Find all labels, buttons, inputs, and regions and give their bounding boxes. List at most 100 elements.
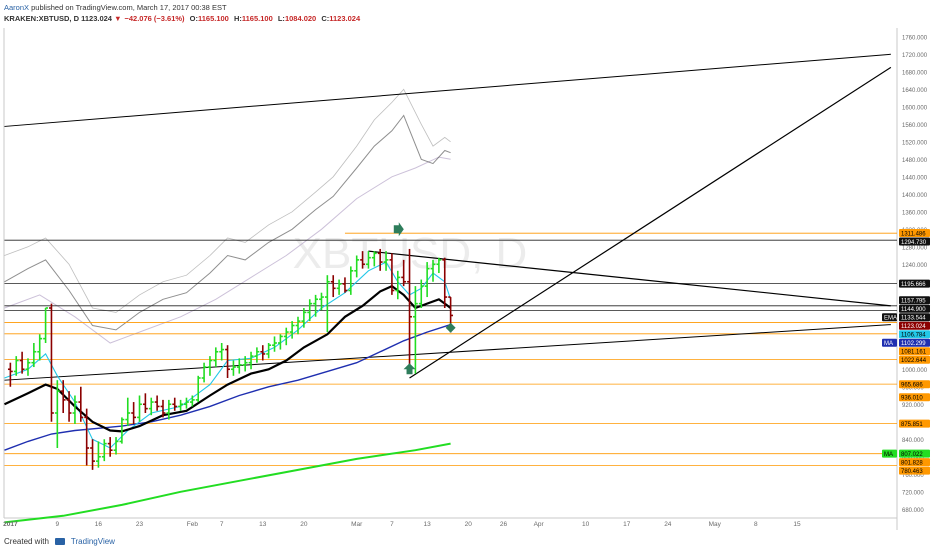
ohlc-bar	[319, 292, 324, 311]
ohlc-bar	[72, 395, 78, 424]
price-tick-label: 1720.000	[902, 53, 928, 59]
price-label-box	[899, 228, 930, 237]
time-tick-label: 13	[424, 521, 432, 528]
author-link[interactable]: AaronX	[4, 3, 30, 12]
time-tick-label: 26	[500, 521, 508, 528]
price-label-box	[899, 419, 930, 428]
ohlc-bar	[96, 441, 101, 468]
price-label-text: 1022.644	[901, 358, 927, 364]
time-tick-label: 24	[664, 521, 672, 528]
price-label-box	[899, 279, 930, 288]
low-label: L:	[277, 14, 285, 23]
ohlc-bar	[43, 307, 48, 343]
time-tick-label: May	[709, 521, 722, 528]
ohlc-bar	[242, 356, 248, 372]
ohlc-bar	[13, 356, 19, 376]
tradingview-logo-icon	[54, 538, 65, 545]
price-label-text: 1144.900	[901, 307, 926, 313]
ohlc-bar	[19, 351, 25, 374]
ohlc-bar	[413, 286, 418, 374]
time-tick-label: Mar	[351, 521, 363, 528]
tradingview-brand-link[interactable]: TradingView	[70, 537, 115, 546]
price-tick-label: 1280.000	[902, 245, 928, 251]
time-tick-label: 17	[623, 521, 631, 528]
ohlc-bar	[178, 399, 183, 411]
ohlc-bar	[277, 334, 283, 350]
ohlc-bar	[424, 262, 430, 298]
ohlc-bar	[254, 347, 260, 363]
indicator-label-text: MA	[884, 452, 893, 458]
ohlc-bar	[31, 343, 37, 368]
published-text: published on TradingView.com, March 17, …	[31, 3, 227, 12]
ohlc-bar	[295, 316, 301, 335]
time-tick-label: 20	[300, 521, 308, 528]
ohlc-bar	[360, 251, 365, 269]
time-tick-label: 9	[56, 521, 60, 528]
ohlc-bar	[66, 391, 72, 422]
ghost-upper-line	[4, 88, 451, 313]
price-label-box	[899, 313, 930, 322]
price-label-box	[899, 321, 930, 330]
arrow-right-marker	[393, 222, 404, 237]
ohlc-bar	[248, 351, 254, 370]
price-label-text: 1106.784	[901, 333, 926, 339]
ohlc-bar	[201, 362, 207, 383]
time-tick-label: 8	[754, 521, 758, 528]
created-with-text: Created with	[4, 537, 49, 546]
symbol-info: KRAKEN:XBTUSD, D 1123.024 ▼ −42.076 (−3.6…	[4, 14, 363, 23]
price-label-box	[899, 347, 930, 356]
price-tick-label: 1560.000	[902, 123, 928, 129]
price-tick-label: 1680.000	[902, 70, 928, 76]
time-tick-label: 7	[220, 521, 224, 528]
price-tick-label: 1240.000	[902, 263, 928, 269]
price-tick-label: 1760.000	[902, 35, 928, 41]
ohlc-bar	[184, 397, 189, 409]
price-label-text: 780.463	[901, 469, 923, 475]
ohlc-bar	[313, 294, 319, 317]
ohlc-bar	[219, 343, 225, 361]
ohlc-bar	[160, 399, 166, 418]
ohlc-bar	[366, 251, 371, 269]
time-tick-label: 15	[793, 521, 801, 528]
price-tick-label: 1000.000	[902, 368, 928, 374]
chart-header: AaronX published on TradingView.com, Mar…	[0, 0, 932, 26]
ohlc-bar	[348, 266, 354, 295]
ohlc-bar	[166, 399, 172, 420]
open-label: O:	[189, 14, 198, 23]
indicator-label-box	[882, 449, 897, 458]
ohlc-bar	[354, 255, 360, 278]
ohlc-bar	[213, 347, 219, 368]
ohlc-bar	[131, 402, 137, 424]
last-price: 1123.024	[81, 14, 112, 23]
price-label-box	[899, 393, 930, 402]
indicator-label-text: MA	[884, 341, 893, 347]
chart-background	[0, 26, 932, 532]
price-label-text: 936.010	[901, 396, 923, 402]
ohlc-bar	[336, 279, 342, 295]
ohlc-bar	[301, 308, 307, 328]
rising-support-line[interactable]	[409, 66, 892, 379]
ohlc-bar	[37, 334, 43, 361]
ohlc-bar	[60, 380, 66, 413]
price-label-box	[899, 338, 930, 347]
ohlc-bar	[407, 248, 412, 374]
ohlc-bar	[383, 251, 389, 271]
ohlc-bar	[225, 345, 230, 378]
descending-resistance-line[interactable]	[368, 250, 891, 307]
ohlc-bar	[231, 360, 236, 376]
ohlc-bar	[272, 336, 277, 352]
price-label-box	[899, 466, 930, 475]
lower-channel-line[interactable]	[4, 324, 891, 381]
price-tick-label: 840.000	[902, 438, 924, 444]
price-label-box	[899, 330, 930, 339]
ohlc-bar	[54, 380, 60, 448]
close-label: C:	[321, 14, 330, 23]
price-tick-label: 1360.000	[902, 210, 928, 216]
ohlc-bar	[172, 397, 178, 411]
low-value: 1084.020	[284, 14, 317, 23]
diamond-marker	[445, 322, 456, 333]
upper-channel-line[interactable]	[4, 53, 891, 127]
indicator-label-box	[882, 338, 897, 347]
symbol-label[interactable]: KRAKEN:XBTUSD, D	[4, 14, 79, 23]
